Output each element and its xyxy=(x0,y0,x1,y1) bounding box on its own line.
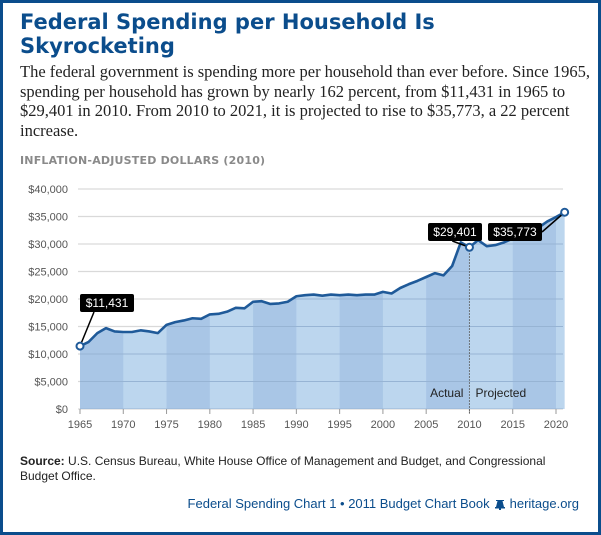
y-tick-label: $0 xyxy=(56,404,68,416)
callout-label: $29,401 xyxy=(433,225,477,239)
x-tick-label: 1980 xyxy=(198,419,222,431)
callout-leader xyxy=(541,211,566,233)
series-line xyxy=(79,211,566,348)
y-tick-label: $5,000 xyxy=(34,377,68,389)
callout-leader xyxy=(79,311,95,347)
area-band xyxy=(469,212,514,409)
x-tick-label: 1985 xyxy=(241,419,265,431)
area-band xyxy=(382,212,427,409)
chart-title: Federal Spending per Household Is Skyroc… xyxy=(20,10,435,58)
x-tick-label: 1995 xyxy=(327,419,351,431)
data-point-marker xyxy=(464,242,474,252)
area-band xyxy=(166,212,211,409)
area-band xyxy=(253,212,297,409)
projected-label: Projected xyxy=(475,386,526,400)
chart-description: The federal government is spending more … xyxy=(20,62,590,140)
y-tick-label: $15,000 xyxy=(28,322,68,334)
area-band xyxy=(209,212,254,409)
x-tick-label: 2000 xyxy=(371,419,395,431)
x-tick-label: 1970 xyxy=(111,419,135,431)
area-band xyxy=(80,212,124,409)
callout-box xyxy=(80,294,134,312)
site-link[interactable]: heritage.org xyxy=(509,496,579,511)
area-band xyxy=(339,212,384,409)
area-band xyxy=(123,212,168,409)
y-tick-label: $40,000 xyxy=(28,184,68,196)
liberty-bell-icon xyxy=(494,499,505,510)
unit-label: INFLATION-ADJUSTED DOLLARS (2010) xyxy=(20,154,266,167)
y-tick-label: $35,000 xyxy=(28,212,68,224)
y-tick-label: $10,000 xyxy=(28,349,68,361)
x-tick-label: 1965 xyxy=(68,419,92,431)
source-label: Source: xyxy=(20,454,65,468)
y-tick-label: $25,000 xyxy=(28,267,68,279)
data-point-marker xyxy=(560,207,570,217)
area-band xyxy=(556,212,565,409)
area-fill xyxy=(80,212,565,409)
callout-box xyxy=(488,223,542,241)
data-point-marker xyxy=(75,341,85,351)
callout-label: $35,773 xyxy=(493,225,537,239)
y-tick-label: $20,000 xyxy=(28,294,68,306)
x-tick-label: 1975 xyxy=(154,419,178,431)
x-tick-label: 2015 xyxy=(500,419,524,431)
x-tick-label: 2005 xyxy=(414,419,438,431)
area-band xyxy=(426,212,470,409)
area-band xyxy=(512,212,557,409)
footer-credit: Federal Spending Chart 1 • 2011 Budget C… xyxy=(188,496,579,511)
area-band xyxy=(296,212,341,409)
x-tick-label: 2020 xyxy=(544,419,568,431)
source-text: U.S. Census Bureau, White House Office o… xyxy=(20,454,546,483)
credit-text: Federal Spending Chart 1 • 2011 Budget C… xyxy=(187,496,490,511)
x-tick-label: 2010 xyxy=(457,419,481,431)
actual-label: Actual xyxy=(430,386,463,400)
y-tick-label: $30,000 xyxy=(28,239,68,251)
x-tick-label: 1990 xyxy=(284,419,308,431)
callout-label: $11,431 xyxy=(86,296,129,310)
source-note: Source: U.S. Census Bureau, White House … xyxy=(20,454,585,484)
callout-box xyxy=(428,223,482,241)
